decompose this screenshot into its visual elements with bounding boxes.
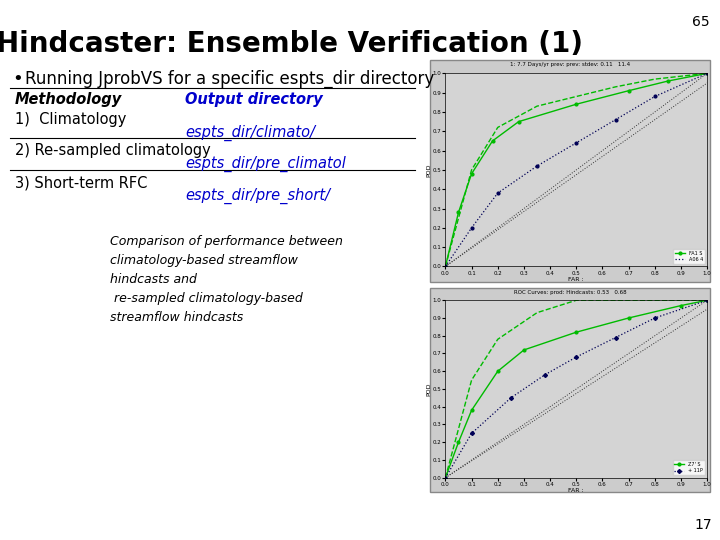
Text: Running JprobVS for a specific espts_dir directory: Running JprobVS for a specific espts_dir… — [25, 70, 434, 88]
Text: Hindcaster: Ensemble Verification (1): Hindcaster: Ensemble Verification (1) — [0, 30, 583, 58]
Text: ROC from
climatology: ROC from climatology — [621, 176, 702, 209]
Text: 2) Re-sampled climatology: 2) Re-sampled climatology — [15, 143, 211, 158]
Text: 65: 65 — [693, 15, 710, 29]
Text: ROC from re-
sampled
climatology: ROC from re- sampled climatology — [611, 386, 702, 438]
Text: Methodology: Methodology — [15, 92, 122, 107]
Text: 1: 7.7 Days/yr prev: prev: stdev: 0.11   11.4: 1: 7.7 Days/yr prev: prev: stdev: 0.11 1… — [510, 62, 630, 67]
Text: 1)  Climatology: 1) Climatology — [15, 112, 127, 127]
X-axis label: FAR :: FAR : — [569, 277, 584, 282]
Y-axis label: POD: POD — [426, 382, 431, 396]
X-axis label: FAR :: FAR : — [569, 488, 584, 493]
Bar — [430, 288, 710, 492]
Text: 17: 17 — [694, 518, 712, 532]
Text: espts_dir/pre_climatol: espts_dir/pre_climatol — [185, 156, 346, 172]
Text: Comparison of performance between
climatology-based streamflow
hindcasts and
 re: Comparison of performance between climat… — [110, 235, 343, 324]
Legend: FA1 S, A06 4: FA1 S, A06 4 — [673, 249, 705, 264]
Text: •: • — [12, 70, 23, 88]
Text: 3) Short-term RFC: 3) Short-term RFC — [15, 175, 148, 190]
Legend: Z7' S, + 11P: Z7' S, + 11P — [672, 460, 705, 475]
Bar — [430, 60, 710, 282]
Text: espts_dir/climato/: espts_dir/climato/ — [185, 125, 315, 141]
Y-axis label: POD: POD — [426, 163, 431, 177]
Text: espts_dir/pre_short/: espts_dir/pre_short/ — [185, 188, 330, 204]
Text: Output directory: Output directory — [185, 92, 323, 107]
Text: ROC Curves: prod: Hindcasts: 0.53   0.68: ROC Curves: prod: Hindcasts: 0.53 0.68 — [513, 290, 626, 295]
